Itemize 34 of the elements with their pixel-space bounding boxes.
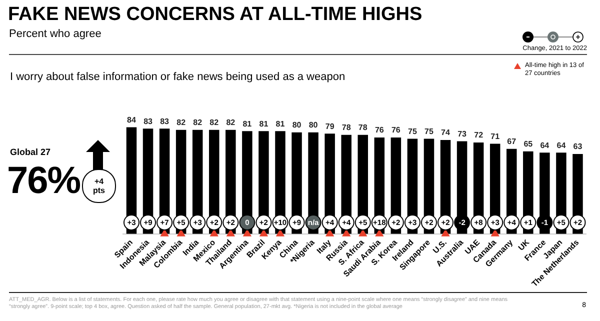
data-label: 80 [308, 120, 318, 130]
chart-title: FAKE NEWS CONCERNS AT ALL-TIME HIGHS [8, 4, 422, 26]
data-label: 76 [374, 126, 384, 135]
data-label: 82 [226, 118, 236, 128]
data-label: 73 [458, 129, 468, 138]
text: Global 27 [10, 147, 51, 157]
data-label: 81 [276, 119, 286, 128]
data-label: 82 [176, 118, 186, 128]
data-label: 72 [474, 130, 484, 140]
data-label: 78 [342, 123, 352, 132]
data-label: 80 [292, 120, 302, 130]
data-label: 79 [325, 122, 335, 131]
data-label: 67 [507, 137, 517, 146]
data-label: 83 [160, 116, 170, 126]
data-label: 75 [408, 126, 418, 136]
data-label: 65 [524, 140, 534, 149]
data-label: 64 [540, 140, 550, 150]
data-label: 83 [144, 116, 154, 126]
data-label: 82 [210, 118, 220, 128]
chart-subtitle: Percent who agree [9, 28, 102, 40]
data-label: 81 [259, 119, 269, 128]
data-label: 81 [242, 119, 252, 128]
text: +4 pts [92, 177, 106, 195]
data-label: 74 [441, 128, 451, 138]
data-label: 84 [127, 116, 136, 125]
data-label: 75 [424, 126, 434, 136]
text: I worry about false information or fake news being used as a weapon [10, 71, 346, 83]
data-label: 78 [358, 123, 368, 132]
data-label: 64 [556, 140, 566, 150]
data-label: 76 [391, 126, 401, 135]
data-label: 63 [573, 142, 583, 152]
data-label: 71 [490, 132, 500, 141]
data-label: 82 [193, 118, 203, 128]
text: 76% [7, 160, 80, 203]
